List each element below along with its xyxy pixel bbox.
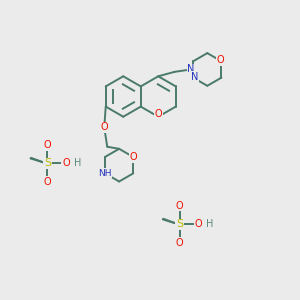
Text: O: O — [176, 238, 184, 248]
Text: O: O — [44, 177, 51, 187]
Text: H: H — [206, 219, 214, 229]
Text: S: S — [44, 158, 51, 168]
Text: O: O — [44, 140, 51, 150]
Text: O: O — [100, 122, 108, 132]
Text: N: N — [187, 64, 195, 74]
Text: NH: NH — [98, 169, 112, 178]
Text: H: H — [74, 158, 82, 168]
Text: O: O — [194, 219, 202, 229]
Text: O: O — [176, 201, 184, 211]
Text: N: N — [191, 72, 198, 82]
Text: O: O — [154, 109, 162, 119]
Text: O: O — [130, 152, 137, 162]
Text: O: O — [216, 56, 224, 65]
Text: S: S — [176, 219, 183, 229]
Text: O: O — [62, 158, 70, 168]
